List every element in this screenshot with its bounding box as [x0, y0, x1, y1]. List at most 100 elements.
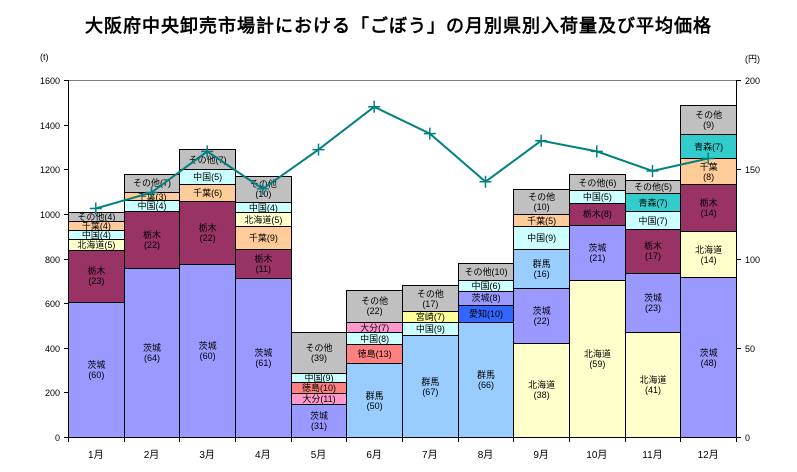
bar-segment-10月-栃木: 栃木(8) — [569, 203, 626, 225]
bar-segment-4月-栃木: 栃木 (11) — [235, 249, 292, 278]
bar-segment-8月-その他: その他(10) — [457, 262, 515, 281]
bar-segment-10月-茨城: 茨城 (21) — [569, 224, 626, 281]
bar-segment-7月-群馬: 群馬 (67) — [402, 335, 459, 437]
x-axis-tick — [123, 438, 125, 442]
bar-segment-7月-宮崎: 宮崎(7) — [402, 311, 459, 322]
x-axis — [68, 437, 737, 438]
bar-segment-4月-北海道: 北海道(5) — [235, 212, 292, 226]
x-axis-tick — [235, 438, 236, 442]
left-axis-tick — [64, 169, 68, 171]
right-axis-tick — [737, 169, 741, 171]
bar-segment-9月-中国: 中国(9) — [513, 226, 570, 249]
x-axis-label-10: 10月 — [586, 450, 608, 461]
left-axis-tick — [64, 392, 68, 394]
x-axis-label-12: 12月 — [697, 450, 719, 461]
left-axis-tick-label: 1000 — [39, 209, 60, 220]
x-axis-label-9: 9月 — [533, 450, 549, 461]
bar-segment-6月-その他: その他 (22) — [346, 289, 403, 323]
bar-segment-9月-北海道: 北海道 (38) — [513, 342, 570, 437]
right-axis-tick — [737, 437, 741, 438]
x-axis-tick — [736, 438, 737, 442]
right-axis-tick-label: 0 — [745, 433, 751, 443]
bar-segment-8月-茨城: 茨城(8) — [457, 290, 515, 305]
bar-segment-2月-茨城: 茨城 (64) — [123, 268, 181, 437]
right-axis-unit: (円) — [745, 54, 760, 64]
chart-title: 大阪府中央卸売市場計における「ごぼう」の月別県別入荷量及び平均価格 — [85, 16, 712, 36]
bar-segment-11月-青森: 青森(7) — [624, 193, 682, 212]
bar-segment-5月-大分: 大分(11) — [290, 392, 348, 405]
bar-segment-12月-千葉: 千葉 (8) — [680, 157, 737, 185]
bar-segment-7月-中国: 中国(9) — [402, 321, 459, 336]
x-axis-tick — [346, 438, 348, 442]
x-axis-label-8: 8月 — [477, 450, 494, 461]
bar-segment-11月-北海道: 北海道 (41) — [624, 331, 682, 437]
left-axis-unit: (t) — [40, 52, 49, 62]
right-axis-tick-label: 200 — [745, 76, 761, 86]
left-axis-tick — [64, 124, 68, 126]
bar-segment-3月-その他: その他(7) — [179, 149, 236, 170]
bar-segment-1月-その他: その他(4) — [68, 211, 125, 222]
bar-segment-7月-その他: その他 (17) — [402, 285, 459, 312]
bar-segment-1月-茨城: 茨城 (60) — [68, 301, 125, 437]
bar-segment-6月-大分: 大分(7) — [346, 322, 403, 333]
x-axis-tick — [457, 438, 459, 442]
left-axis-tick-label: 1200 — [39, 165, 60, 176]
x-axis-label-6: 6月 — [366, 450, 382, 461]
bar-segment-4月-その他: その他 (10) — [235, 175, 292, 203]
bar-segment-10月-その他: その他(6) — [569, 174, 626, 191]
left-axis-tick — [64, 347, 68, 349]
bar-segment-3月-千葉: 千葉(6) — [179, 183, 236, 201]
x-axis-tick — [68, 438, 69, 442]
left-axis-tick — [64, 80, 68, 81]
bar-segment-10月-中国: 中国(5) — [569, 190, 626, 204]
x-axis-tick — [569, 438, 570, 442]
bar-segment-12月-青森: 青森(7) — [680, 134, 737, 158]
bar-segment-12月-その他: その他 (9) — [680, 104, 737, 135]
bar-segment-12月-栃木: 栃木 (14) — [680, 184, 737, 231]
bar-segment-6月-群馬: 群馬 (50) — [346, 363, 403, 437]
bar-segment-11月-その他: その他(5) — [624, 180, 682, 194]
left-axis-tick-label: 400 — [44, 343, 60, 354]
bar-segment-11月-栃木: 栃木 (17) — [624, 229, 682, 273]
x-axis-tick — [513, 438, 515, 442]
right-axis-tick-label: 50 — [745, 343, 756, 354]
bar-segment-8月-愛知: 愛知(10) — [457, 304, 515, 323]
bar-segment-8月-中国: 中国(6) — [457, 280, 515, 291]
bar-segment-9月-その他: その他 (10) — [513, 189, 570, 215]
x-axis-label-5: 5月 — [310, 450, 327, 461]
left-axis-tick-label: 0 — [54, 433, 60, 443]
x-axis-tick — [179, 438, 181, 442]
left-axis-tick — [64, 258, 68, 260]
bar-segment-1月-北海道: 北海道(5) — [68, 238, 125, 250]
x-axis-tick — [290, 438, 292, 442]
bar-segment-3月-栃木: 栃木 (22) — [179, 200, 236, 265]
x-axis-label-4: 4月 — [255, 450, 271, 461]
right-axis-tick — [737, 347, 741, 349]
bar-segment-2月-中国: 中国(4) — [123, 200, 181, 211]
bar-segment-9月-群馬: 群馬 (16) — [513, 248, 570, 289]
left-axis-tick — [64, 303, 68, 305]
bar-segment-11月-中国: 中国(7) — [624, 211, 682, 230]
plot-top-border — [68, 80, 736, 81]
x-axis-tick — [680, 438, 682, 442]
x-axis-label-2: 2月 — [143, 450, 160, 461]
bar-segment-12月-茨城: 茨城 (48) — [680, 277, 737, 437]
bar-segment-1月-栃木: 栃木 (23) — [68, 249, 125, 302]
right-axis-tick — [737, 80, 741, 81]
bar-segment-3月-茨城: 茨城 (60) — [179, 264, 236, 437]
bar-segment-1月-千葉: 千葉(4) — [68, 220, 125, 231]
bar-segment-4月-茨城: 茨城 (61) — [235, 277, 292, 437]
bar-segment-9月-茨城: 茨城 (22) — [513, 288, 570, 343]
x-axis-label-7: 7月 — [422, 450, 438, 461]
bar-segment-11月-茨城: 茨城 (23) — [624, 272, 682, 332]
bar-segment-6月-中国: 中国(8) — [346, 332, 403, 345]
bar-segment-12月-北海道: 北海道 (14) — [680, 230, 737, 278]
left-axis-tick-label: 1400 — [39, 120, 60, 131]
left-axis-tick-label: 1600 — [39, 76, 60, 86]
bar-segment-2月-千葉: 千葉(3) — [123, 192, 181, 202]
bar-segment-5月-その他: その他 (39) — [290, 332, 348, 374]
left-axis-tick-label: 800 — [44, 254, 60, 265]
bar-segment-10月-北海道: 北海道 (59) — [569, 280, 626, 437]
bar-segment-1月-中国: 中国(4) — [68, 229, 125, 240]
x-axis-label-11: 11月 — [642, 450, 663, 461]
